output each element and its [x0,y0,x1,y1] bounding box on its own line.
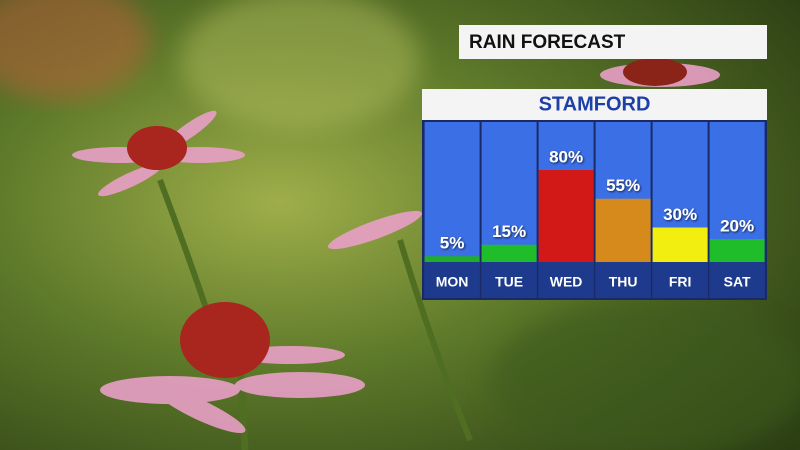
value-label: 15% [492,222,526,241]
value-label: 20% [720,216,754,235]
bar [652,227,708,262]
subtitle-box [422,89,767,120]
day-label: MON [436,274,469,290]
bar [481,244,537,262]
title-box [459,25,767,59]
value-label: 30% [663,205,697,224]
day-label: THU [609,274,638,290]
chart-subtitle: STAMFORD [539,93,651,115]
value-label: 55% [606,176,640,195]
value-label: 80% [549,147,583,166]
bar [595,198,651,262]
day-band [481,262,537,298]
day-band [538,262,594,298]
day-band [709,262,765,298]
day-band [652,262,708,298]
day-band [424,262,480,298]
bar [538,170,594,262]
bar [424,256,480,262]
day-label: TUE [495,274,523,290]
chart-title: RAIN FORECAST [469,32,626,53]
day-label: FRI [669,274,692,290]
bar [709,239,765,262]
day-label: SAT [724,274,751,290]
day-band [595,262,651,298]
value-label: 5% [440,234,465,253]
day-label: WED [550,274,583,290]
